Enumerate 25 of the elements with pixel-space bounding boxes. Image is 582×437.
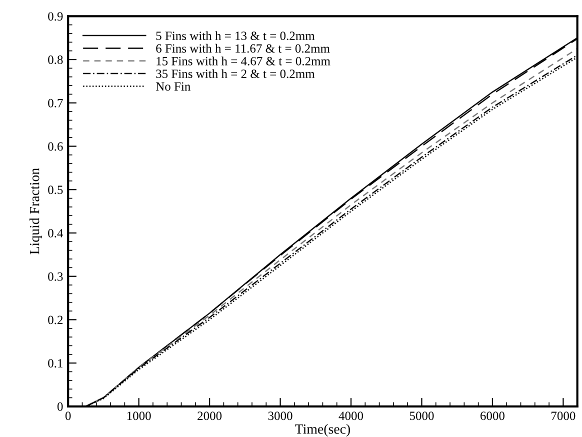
legend-label: No Fin — [156, 82, 190, 91]
y-tick-label: 0.4 — [48, 228, 64, 238]
legend-label: 5 Fins with h = 13 & t = 0.2mm — [156, 31, 315, 40]
x-tick-label: 6000 — [480, 412, 504, 420]
y-tick-label: 0.3 — [48, 272, 63, 281]
legend-label: 15 Fins with h = 4.67 & t = 0.2mm — [156, 56, 330, 66]
x-tick-label: 7000 — [552, 412, 576, 420]
x-tick-label: 3000 — [268, 412, 292, 420]
y-tick-label: 0.5 — [48, 186, 63, 194]
y-tick-label: 0.7 — [48, 98, 63, 108]
y-tick-label: 0.2 — [48, 316, 63, 324]
y-tick-label: 0.8 — [48, 56, 63, 64]
y-tick-label: 0 — [57, 402, 63, 411]
x-tick-label: 0 — [65, 412, 71, 420]
y-tick-label: 0.1 — [48, 359, 62, 368]
x-tick-label: 1000 — [127, 412, 151, 420]
legend-label: 6 Fins with h = 11.67 & t = 0.2mm — [156, 44, 330, 53]
y-tick-label: 0.6 — [48, 142, 63, 151]
y-axis-title: Liquid Fraction — [29, 168, 42, 254]
legend-label: 35 Fins with h = 2 & t = 0.2mm — [156, 69, 315, 78]
y-tick-label: 0.9 — [48, 12, 63, 21]
x-tick-label: 4000 — [338, 412, 364, 420]
x-axis-title: Time(sec) — [295, 424, 350, 437]
x-tick-label: 2000 — [198, 412, 222, 420]
x-tick-label: 5000 — [410, 412, 434, 420]
